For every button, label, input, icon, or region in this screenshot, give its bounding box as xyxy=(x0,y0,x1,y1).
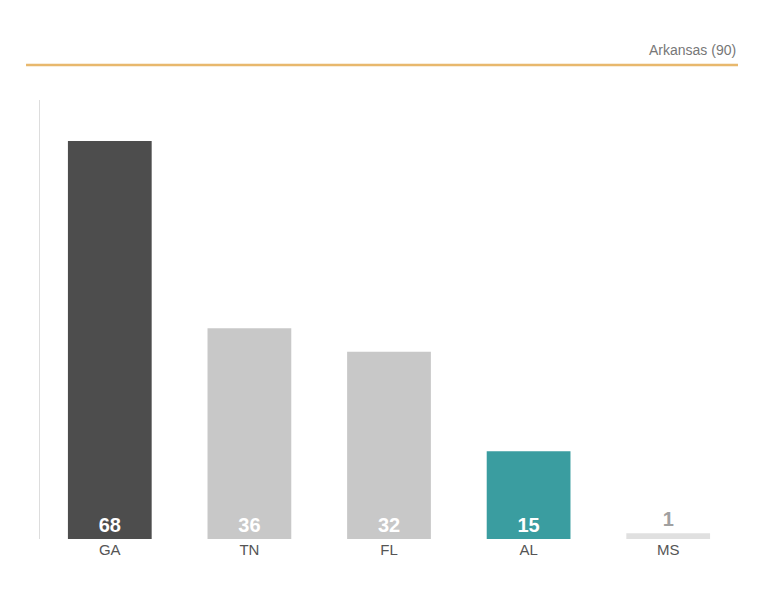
svg-text:Arkansas (90): Arkansas (90) xyxy=(649,42,736,58)
svg-text:1: 1 xyxy=(663,508,674,530)
svg-text:AL: AL xyxy=(519,541,537,558)
svg-text:GA: GA xyxy=(99,541,121,558)
svg-text:15: 15 xyxy=(517,514,539,536)
svg-text:68: 68 xyxy=(99,514,121,536)
svg-text:32: 32 xyxy=(378,514,400,536)
svg-text:TN: TN xyxy=(239,541,259,558)
svg-text:36: 36 xyxy=(238,514,260,536)
svg-text:FL: FL xyxy=(380,541,398,558)
svg-text:MS: MS xyxy=(657,541,680,558)
